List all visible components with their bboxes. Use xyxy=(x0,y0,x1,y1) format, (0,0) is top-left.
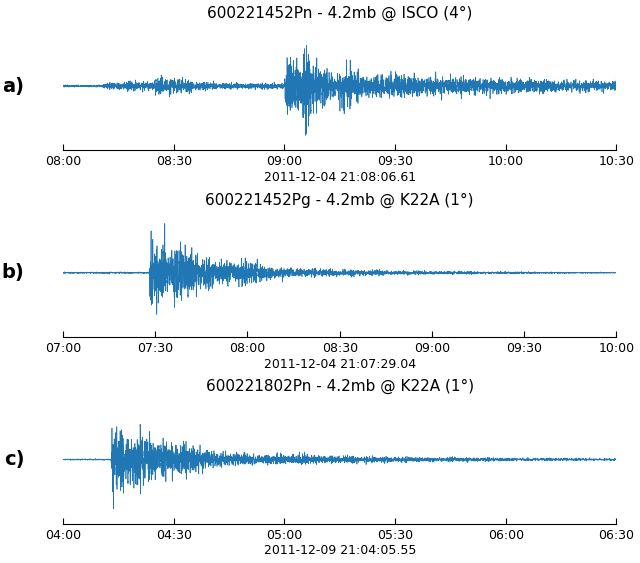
Title: 600221802Pn - 4.2mb @ K22A (1°): 600221802Pn - 4.2mb @ K22A (1°) xyxy=(205,379,474,394)
Text: a): a) xyxy=(3,77,24,96)
X-axis label: 2011-12-04 21:08:06.61: 2011-12-04 21:08:06.61 xyxy=(264,171,416,184)
Title: 600221452Pn - 4.2mb @ ISCO (4°): 600221452Pn - 4.2mb @ ISCO (4°) xyxy=(207,6,472,21)
X-axis label: 2011-12-09 21:04:05.55: 2011-12-09 21:04:05.55 xyxy=(264,544,416,557)
Title: 600221452Pg - 4.2mb @ K22A (1°): 600221452Pg - 4.2mb @ K22A (1°) xyxy=(205,193,474,208)
X-axis label: 2011-12-04 21:07:29.04: 2011-12-04 21:07:29.04 xyxy=(264,358,416,370)
Text: c): c) xyxy=(4,450,24,469)
Text: b): b) xyxy=(1,263,24,282)
